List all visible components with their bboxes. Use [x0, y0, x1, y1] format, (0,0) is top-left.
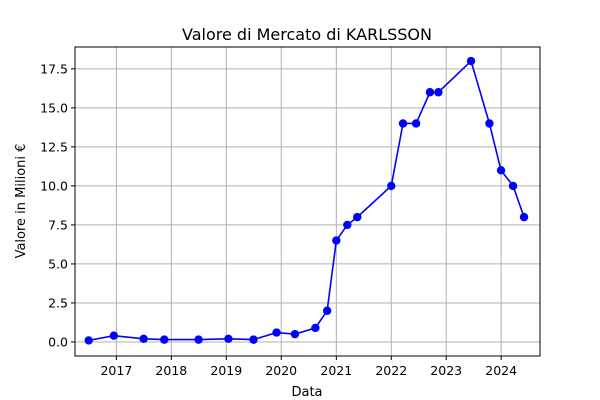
- plot-frame: [74, 46, 541, 357]
- data-point: [466, 56, 476, 66]
- x-tick-label: 2019: [210, 363, 242, 378]
- data-point: [109, 331, 119, 340]
- data-point: [398, 119, 408, 128]
- x-tick-label: 2023: [430, 363, 462, 378]
- x-tick-label: 2024: [485, 363, 517, 378]
- data-point: [311, 323, 320, 333]
- x-tick-label: 2017: [100, 363, 132, 378]
- data-point: [343, 220, 352, 230]
- y-tick-label: 7.5: [48, 217, 68, 232]
- data-point: [411, 119, 421, 128]
- y-tick-label: 5.0: [48, 256, 68, 271]
- y-tick-label: 0.0: [48, 334, 68, 349]
- grid: [75, 47, 540, 356]
- data-point: [194, 335, 203, 344]
- x-axis-ticks: 2017 2018 2019 2020 2021 2022 2023 2024: [100, 356, 517, 378]
- data-point: [84, 336, 93, 345]
- data-point: [160, 335, 169, 344]
- x-axis-label: Data: [291, 385, 322, 400]
- y-tick-label: 12.5: [40, 139, 68, 154]
- series-line: [88, 59, 525, 342]
- data-point: [425, 88, 435, 97]
- x-tick-label: 2020: [265, 363, 297, 378]
- data-point: [322, 306, 332, 315]
- y-axis-ticks: 0.0 2.5 5.0 7.5 10.0 12.5 15.0 17.5: [40, 61, 75, 349]
- y-axis-label: Valore in Milioni €: [14, 144, 29, 259]
- x-tick-label: 2021: [320, 363, 352, 378]
- data-point: [139, 334, 148, 344]
- y-tick-label: 17.5: [40, 61, 68, 76]
- data-point: [434, 88, 443, 97]
- data-point: [519, 212, 529, 222]
- data-point: [387, 181, 396, 191]
- series-layer: [84, 56, 529, 345]
- data-point: [485, 119, 494, 128]
- data-point: [353, 212, 362, 222]
- data-point: [290, 329, 300, 339]
- y-tick-label: 15.0: [40, 100, 68, 115]
- chart-title: Valore di Mercato di KARLSSON: [182, 25, 432, 44]
- x-tick-label: 2018: [155, 363, 187, 378]
- data-point: [224, 334, 233, 344]
- data-point: [332, 236, 341, 245]
- data-point: [496, 166, 506, 175]
- y-tick-label: 10.0: [40, 178, 68, 193]
- x-tick-label: 2022: [375, 363, 407, 378]
- y-tick-label: 2.5: [48, 295, 68, 310]
- data-point: [508, 181, 518, 191]
- data-point: [249, 335, 258, 344]
- data-point: [272, 328, 281, 337]
